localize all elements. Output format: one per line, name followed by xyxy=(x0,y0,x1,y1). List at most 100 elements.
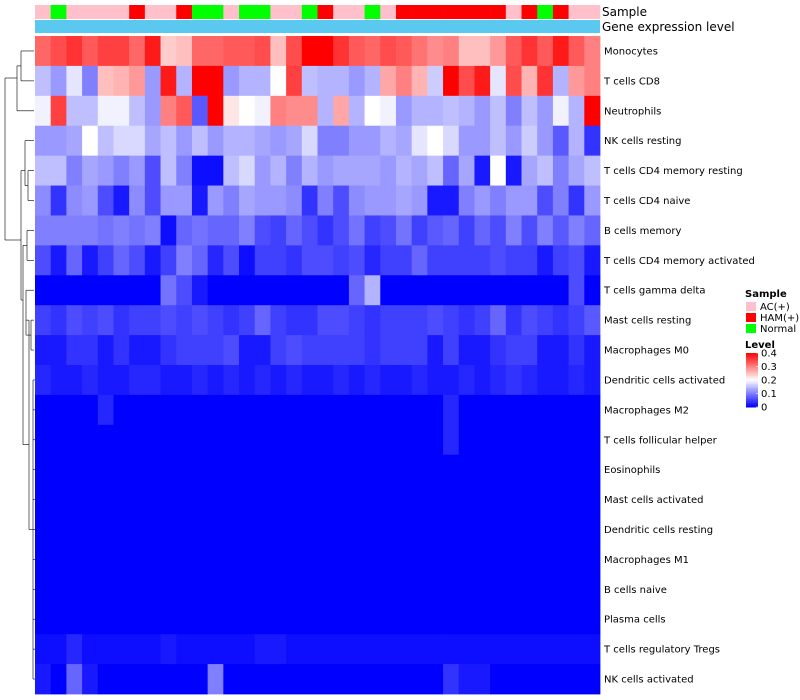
heatmap-cell xyxy=(160,335,177,366)
heatmap-cell xyxy=(317,664,334,695)
heatmap-cell xyxy=(286,36,303,67)
heatmap-cell xyxy=(505,245,522,276)
heatmap-cell xyxy=(474,484,491,515)
heatmap-cell xyxy=(50,275,67,306)
heatmap-cell xyxy=(223,424,240,456)
heatmap-cell xyxy=(333,155,350,186)
heatmap-cell xyxy=(223,514,240,545)
heatmap-cell xyxy=(129,484,146,515)
heatmap-cell xyxy=(144,155,161,186)
heatmap-cell xyxy=(286,544,303,575)
legend-sample-swatch xyxy=(746,302,756,311)
sample-annotation-cell xyxy=(474,5,491,19)
heatmap-cell xyxy=(521,484,538,515)
heatmap-cell xyxy=(474,664,491,695)
heatmap-cell xyxy=(552,394,570,426)
heatmap-cell xyxy=(113,215,130,246)
heatmap-cell xyxy=(490,185,507,216)
heatmap-cell xyxy=(348,664,365,695)
column-annotations xyxy=(35,5,601,33)
heatmap-cell xyxy=(348,185,365,216)
heatmap-cell xyxy=(113,484,130,515)
heatmap-cell xyxy=(223,36,240,67)
heatmap-cell xyxy=(474,514,491,545)
heatmap-cell xyxy=(239,275,256,306)
heatmap-cell xyxy=(584,65,601,97)
heatmap-cell xyxy=(364,544,381,575)
heatmap-cell xyxy=(568,424,585,456)
heatmap-cell xyxy=(333,125,350,157)
heatmap-cell xyxy=(207,664,224,695)
heatmap-cell xyxy=(176,634,193,665)
heatmap-cell xyxy=(474,424,491,456)
heatmap-cell xyxy=(66,424,83,456)
heatmap-cell xyxy=(333,664,350,695)
heatmap-cell xyxy=(584,394,601,426)
heatmap-cell xyxy=(333,245,350,276)
heatmap-cell xyxy=(317,484,334,515)
heatmap-cell xyxy=(427,36,444,67)
heatmap-cell xyxy=(505,574,522,605)
heatmap-cell xyxy=(66,634,83,665)
heatmap-cell xyxy=(317,185,334,216)
heatmap-cell xyxy=(113,155,130,186)
heatmap-cell xyxy=(552,514,570,545)
heatmap-cell xyxy=(286,275,303,306)
heatmap-cell xyxy=(191,335,209,366)
heatmap-cell xyxy=(35,394,52,426)
heatmap-cell xyxy=(364,454,381,486)
heatmap-cell xyxy=(97,36,114,67)
heatmap-cell xyxy=(50,484,67,515)
heatmap-cell xyxy=(270,36,287,67)
sample-annotation-cell xyxy=(537,5,554,19)
row-label: Eosinophils xyxy=(604,465,660,476)
heatmap-cell xyxy=(50,36,67,67)
heatmap-cell xyxy=(66,664,83,695)
heatmap-cell xyxy=(333,574,350,605)
heatmap-cell xyxy=(395,394,413,426)
heatmap-cell xyxy=(333,215,350,246)
heatmap-cell xyxy=(348,275,365,306)
heatmap-cell xyxy=(97,155,114,186)
heatmap-cell xyxy=(317,65,334,97)
row-label: T cells gamma delta xyxy=(603,286,705,297)
heatmap-cell xyxy=(411,335,428,366)
heatmap-cell xyxy=(317,125,334,157)
heatmap-cell xyxy=(239,634,256,665)
heatmap-cell xyxy=(254,215,271,246)
heatmap-cell xyxy=(301,335,318,366)
heatmap-cell xyxy=(66,185,83,216)
heatmap-cell xyxy=(364,95,381,127)
heatmap-cell xyxy=(176,335,193,366)
sample-annotation-cell xyxy=(50,5,67,19)
heatmap-cell xyxy=(144,275,161,306)
heatmap-cell xyxy=(411,305,428,336)
heatmap-cell xyxy=(505,365,522,396)
heatmap-cell xyxy=(521,604,538,635)
heatmap-cell xyxy=(505,215,522,246)
heatmap-cell xyxy=(317,365,334,396)
heatmap-cell xyxy=(380,454,397,486)
legend-level-title: Level xyxy=(745,340,775,351)
heatmap-cell xyxy=(254,335,271,366)
sample-annotation-cell xyxy=(160,5,177,19)
heatmap-cell xyxy=(333,424,350,456)
heatmap-cell xyxy=(270,634,287,665)
heatmap-cell xyxy=(286,634,303,665)
heatmap-cell xyxy=(584,424,601,456)
heatmap-cell xyxy=(286,365,303,396)
heatmap-cell xyxy=(113,454,130,486)
heatmap-cell xyxy=(364,215,381,246)
heatmap-cell xyxy=(584,305,601,336)
heatmap-cell xyxy=(113,394,130,426)
heatmap-cell xyxy=(411,424,428,456)
heatmap-cell xyxy=(537,544,554,575)
heatmap-cell xyxy=(301,394,318,426)
heatmap-cell xyxy=(144,335,161,366)
sample-annotation-cell xyxy=(254,5,271,19)
heatmap-cell xyxy=(521,574,538,605)
heatmap-cell xyxy=(411,544,428,575)
heatmap-cell xyxy=(490,36,507,67)
heatmap-cell xyxy=(239,185,256,216)
heatmap-cell xyxy=(113,604,130,635)
